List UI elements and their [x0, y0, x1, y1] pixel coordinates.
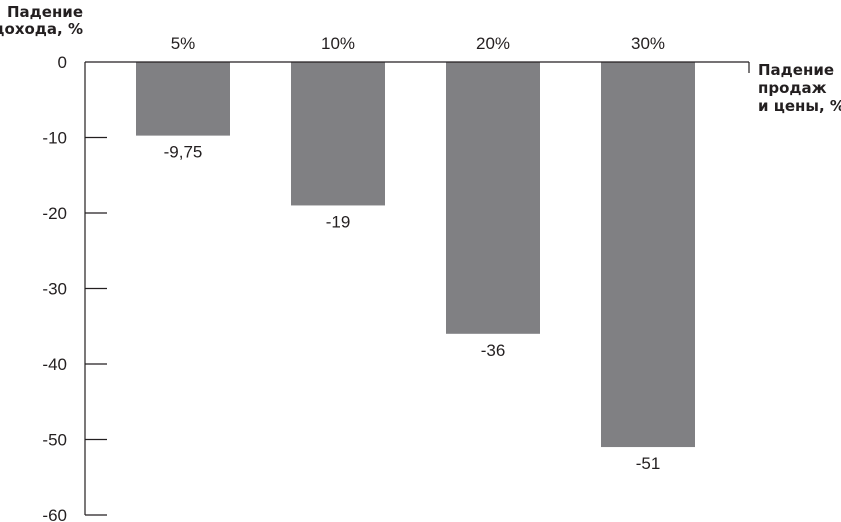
data-label: -51: [636, 454, 661, 473]
bar-20%: [446, 62, 540, 334]
data-label: -36: [481, 341, 506, 360]
data-label: -9,75: [164, 143, 203, 162]
y-tick-label: -10: [42, 129, 67, 148]
y-tick-label: -50: [42, 431, 67, 450]
y-tick-label: -60: [42, 506, 67, 522]
y-tick-label: -30: [42, 280, 67, 299]
category-label: 20%: [476, 34, 510, 53]
y-tick-label: -20: [42, 204, 67, 223]
y-axis-title-line-2: дохода, %: [0, 20, 83, 38]
y-tick-label: -40: [42, 355, 67, 374]
x-axis-title-line-1: Падение: [758, 61, 834, 79]
bar-5%: [136, 62, 230, 136]
y-tick-label: 0: [58, 53, 67, 72]
bar-30%: [601, 62, 695, 448]
category-label: 10%: [321, 34, 355, 53]
x-axis-title-line-3: и цены, %: [758, 97, 841, 115]
bar-10%: [291, 62, 385, 206]
data-label: -19: [326, 212, 351, 231]
x-axis-title-line-2: продаж: [758, 79, 827, 97]
category-label: 30%: [631, 34, 665, 53]
y-axis-title-line-1: Падение: [7, 3, 83, 21]
category-label: 5%: [171, 34, 196, 53]
